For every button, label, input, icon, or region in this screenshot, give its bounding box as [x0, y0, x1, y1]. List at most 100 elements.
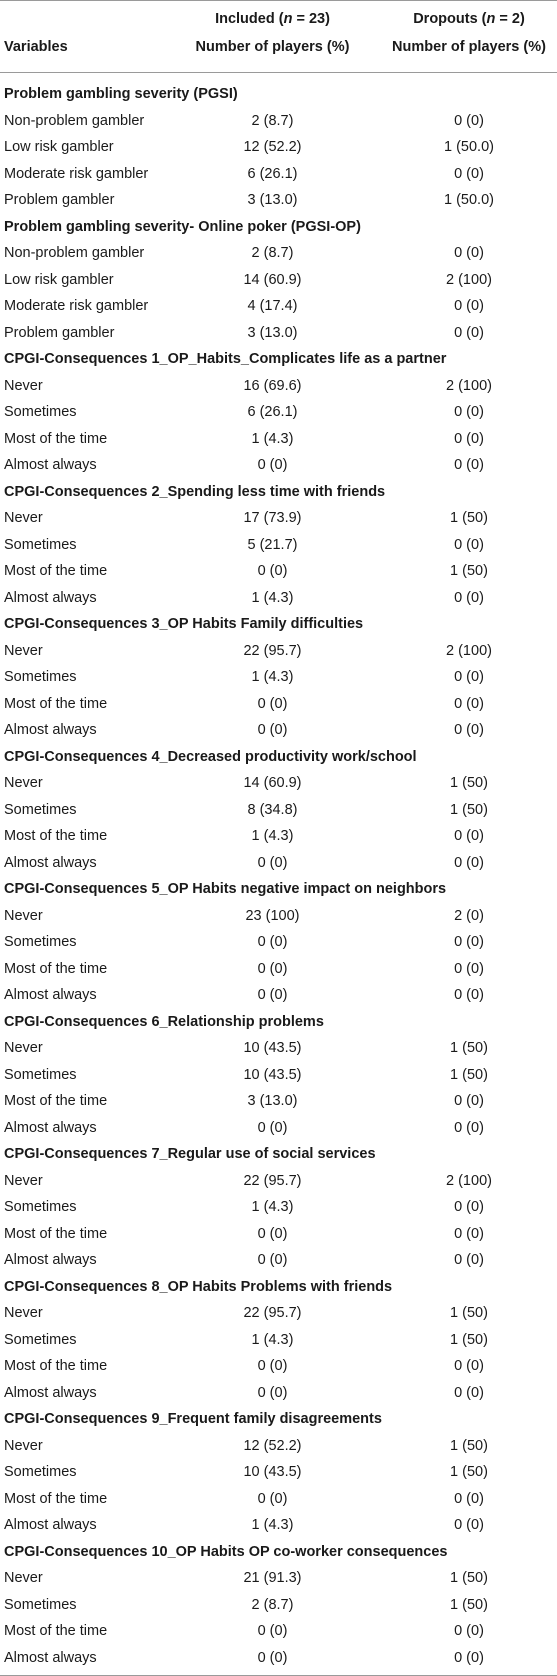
row-label: Never [4, 510, 43, 526]
header-dropouts-subtitle: Number of players (%) [392, 39, 546, 55]
dropouts-value: 1 (50) [450, 801, 488, 818]
dropouts-value: 0 (0) [454, 298, 484, 314]
dropouts-value: 0 (0) [454, 112, 484, 129]
section-title: CPGI-Consequences 10_OP Habits OP co-wor… [4, 1543, 448, 1560]
table-row: Almost always 0 (0) 0 (0) [0, 850, 557, 877]
dropouts-value: 1 (50) [450, 1040, 488, 1056]
row-label: Most of the time [4, 430, 108, 447]
row-label: Sometimes [4, 1066, 77, 1083]
row-label: Almost always [4, 1517, 97, 1533]
included-value: 2 (8.7) [251, 1596, 294, 1613]
row-label: Problem gambler [4, 324, 115, 341]
section-header-row: Problem gambling severity- Online poker … [0, 214, 557, 241]
section-title: CPGI-Consequences 1_OP_Habits_Complicate… [4, 351, 447, 367]
section-title: CPGI-Consequences 4_Decreased productivi… [4, 748, 417, 765]
row-label: Sometimes [4, 1331, 77, 1348]
row-label: Never [4, 907, 43, 924]
table-row: Sometimes 10 (43.5) 1 (50) [0, 1459, 557, 1486]
included-value: 8 (34.8) [247, 801, 298, 818]
row-label: Problem gambler [4, 192, 115, 208]
table-row: Sometimes 10 (43.5) 1 (50) [0, 1062, 557, 1089]
row-label: Almost always [4, 457, 97, 473]
section-header-row: CPGI-Consequences 1_OP_Habits_Complicate… [0, 346, 557, 373]
dropouts-value: 1 (50) [450, 1570, 488, 1586]
row-label: Almost always [4, 1649, 97, 1666]
section-title: CPGI-Consequences 5_OP Habits negative i… [4, 881, 447, 897]
row-label: Most of the time [4, 1225, 108, 1242]
table-row: Problem gambler 3 (13.0) 1 (50.0) [0, 187, 557, 214]
row-label: Almost always [4, 1384, 97, 1401]
table-row: Non-problem gambler 2 (8.7) 0 (0) [0, 240, 557, 267]
table-row: Most of the time 0 (0) 0 (0) [0, 691, 557, 718]
row-label: Moderate risk gambler [4, 298, 149, 314]
table-row: Never 22 (95.7) 1 (50) [0, 1300, 557, 1327]
dropouts-value: 2 (0) [454, 907, 484, 924]
included-value: 22 (95.7) [243, 1305, 302, 1321]
included-value: 12 (52.2) [243, 1437, 302, 1454]
header-included-title: Included (n = 23) [215, 11, 330, 27]
included-value: 0 (0) [257, 695, 288, 712]
row-label: Sometimes [4, 669, 77, 685]
dropouts-value: 0 (0) [454, 536, 484, 553]
table-row: Most of the time 0 (0) 0 (0) [0, 1353, 557, 1380]
included-value: 23 (100) [245, 907, 300, 924]
included-value: 0 (0) [257, 934, 288, 950]
table-row: Sometimes 1 (4.3) 1 (50) [0, 1327, 557, 1354]
table-row: Almost always 0 (0) 0 (0) [0, 982, 557, 1009]
table-row: Almost always 0 (0) 0 (0) [0, 1645, 557, 1672]
included-value: 21 (91.3) [243, 1570, 302, 1586]
dropouts-value: 1 (50) [450, 1437, 488, 1454]
section-header-row: CPGI-Consequences 6_Relationship problem… [0, 1009, 557, 1036]
row-label: Low risk gambler [4, 139, 114, 155]
dropouts-value: 2 (100) [446, 642, 492, 659]
row-label: Non-problem gambler [4, 245, 145, 261]
included-value: 1 (4.3) [251, 1199, 294, 1215]
section-header-row: CPGI-Consequences 10_OP Habits OP co-wor… [0, 1539, 557, 1566]
included-value: 0 (0) [257, 854, 288, 871]
table-row: Moderate risk gambler 6 (26.1) 0 (0) [0, 161, 557, 188]
dropouts-value: 2 (100) [446, 377, 492, 394]
table-row: Moderate risk gambler 4 (17.4) 0 (0) [0, 293, 557, 320]
table-row: Never 22 (95.7) 2 (100) [0, 638, 557, 665]
dropouts-value: 0 (0) [454, 854, 484, 871]
included-value: 1 (4.3) [251, 430, 294, 447]
table-row: Never 17 (73.9) 1 (50) [0, 505, 557, 532]
table-body: Problem gambling severity (PGSI) Non-prob… [0, 81, 557, 1671]
included-value: 6 (26.1) [247, 165, 298, 182]
row-label: Never [4, 642, 43, 659]
table-row: Sometimes 1 (4.3) 0 (0) [0, 664, 557, 691]
included-value: 14 (60.9) [243, 775, 302, 791]
row-label: Never [4, 1437, 43, 1454]
dropouts-value: 0 (0) [454, 934, 484, 950]
row-label: Most of the time [4, 1623, 108, 1639]
table-header: Variables Included (n = 23) Number of pl… [0, 0, 557, 73]
table-row: Never 10 (43.5) 1 (50) [0, 1035, 557, 1062]
included-value: 12 (52.2) [243, 139, 302, 155]
section-title: CPGI-Consequences 7_Regular use of socia… [4, 1146, 376, 1162]
table-row: Most of the time 1 (4.3) 0 (0) [0, 823, 557, 850]
row-label: Most of the time [4, 695, 108, 712]
section-header-row: CPGI-Consequences 9_Frequent family disa… [0, 1406, 557, 1433]
table-row: Most of the time 0 (0) 0 (0) [0, 956, 557, 983]
table-row: Never 14 (60.9) 1 (50) [0, 770, 557, 797]
dropouts-value: 0 (0) [454, 1119, 484, 1136]
section-header-row: Problem gambling severity (PGSI) [0, 81, 557, 108]
row-label: Most of the time [4, 828, 108, 844]
table-row: Never 12 (52.2) 1 (50) [0, 1433, 557, 1460]
table-row: Never 22 (95.7) 2 (100) [0, 1168, 557, 1195]
table-row: Almost always 1 (4.3) 0 (0) [0, 1512, 557, 1539]
included-value: 1 (4.3) [251, 669, 294, 685]
row-label: Most of the time [4, 563, 108, 579]
row-label: Almost always [4, 1252, 97, 1268]
row-label: Sometimes [4, 536, 77, 553]
row-label: Almost always [4, 589, 97, 606]
included-value: 0 (0) [257, 960, 288, 977]
table-row: Almost always 0 (0) 0 (0) [0, 717, 557, 744]
table-row: Almost always 1 (4.3) 0 (0) [0, 585, 557, 612]
table-row: Most of the time 3 (13.0) 0 (0) [0, 1088, 557, 1115]
dropouts-value: 1 (50) [450, 1464, 488, 1480]
dropouts-value: 0 (0) [454, 987, 484, 1003]
dropouts-value: 0 (0) [454, 1384, 484, 1401]
row-label: Low risk gambler [4, 271, 114, 288]
included-value: 0 (0) [257, 1252, 288, 1268]
